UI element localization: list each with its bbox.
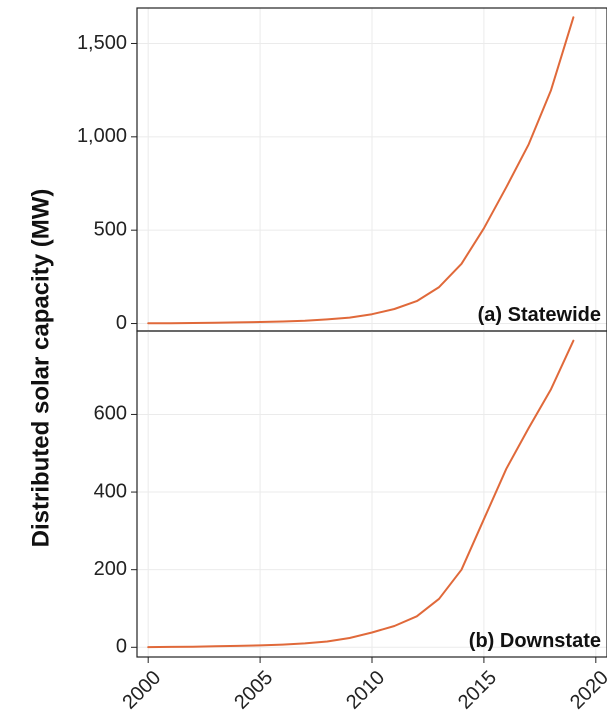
panel-label-statewide: (a) Statewide (478, 304, 601, 326)
xtick-label-2: 2010 (342, 667, 389, 714)
y-ticks-downstate: 0 200 400 600 (94, 403, 137, 658)
xtick-label-1: 2005 (230, 667, 277, 714)
panel-label-downstate: (b) Downstate (469, 630, 601, 652)
ytick-label-downstate-0: 0 (116, 636, 127, 658)
series-statewide (147, 16, 575, 325)
panel-downstate: 0 200 400 600 2000 2005 2010 2015 2020 (b) Down… (94, 330, 607, 714)
ytick-label-downstate-1: 200 (94, 558, 127, 580)
y-ticks-statewide: 0 500 1,000 1,500 (77, 32, 137, 334)
grid-downstate (137, 331, 607, 657)
ytick-label-downstate-2: 400 (94, 480, 127, 502)
xtick-label-4: 2020 (566, 667, 607, 714)
ytick-label-statewide-2: 1,000 (77, 125, 127, 147)
grid-statewide (137, 8, 607, 331)
xtick-label-0: 2000 (118, 667, 165, 714)
series-downstate (147, 339, 575, 649)
x-ticks: 2000 2005 2010 2015 2020 (118, 657, 607, 714)
ytick-label-statewide-1: 500 (94, 218, 127, 240)
series-line-downstate-0 (147, 339, 575, 649)
series-line-statewide-0 (147, 16, 575, 325)
panel-statewide: 0 500 1,000 1,500 (a) Statewide (77, 7, 607, 334)
ytick-label-statewide-3: 1,500 (77, 32, 127, 54)
ytick-label-downstate-3: 600 (94, 403, 127, 425)
ytick-label-statewide-0: 0 (116, 312, 127, 334)
xtick-label-3: 2015 (454, 667, 501, 714)
y-axis-title: Distributed solar capacity (MW) (27, 189, 54, 548)
